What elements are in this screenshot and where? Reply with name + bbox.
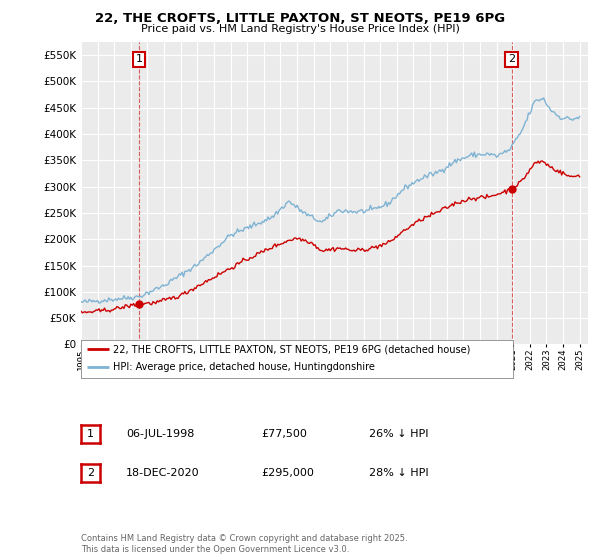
- Text: 28% ↓ HPI: 28% ↓ HPI: [369, 468, 428, 478]
- Text: 1: 1: [87, 429, 94, 439]
- Text: 18-DEC-2020: 18-DEC-2020: [126, 468, 200, 478]
- Text: Contains HM Land Registry data © Crown copyright and database right 2025.
This d: Contains HM Land Registry data © Crown c…: [81, 534, 407, 554]
- Text: 26% ↓ HPI: 26% ↓ HPI: [369, 429, 428, 439]
- Text: Price paid vs. HM Land Registry's House Price Index (HPI): Price paid vs. HM Land Registry's House …: [140, 24, 460, 34]
- Text: 1: 1: [136, 54, 143, 64]
- Text: HPI: Average price, detached house, Huntingdonshire: HPI: Average price, detached house, Hunt…: [113, 362, 375, 372]
- Text: 22, THE CROFTS, LITTLE PAXTON, ST NEOTS, PE19 6PG (detached house): 22, THE CROFTS, LITTLE PAXTON, ST NEOTS,…: [113, 344, 471, 354]
- Text: 2: 2: [87, 468, 94, 478]
- Text: £77,500: £77,500: [261, 429, 307, 439]
- Text: 22, THE CROFTS, LITTLE PAXTON, ST NEOTS, PE19 6PG: 22, THE CROFTS, LITTLE PAXTON, ST NEOTS,…: [95, 12, 505, 25]
- Text: 2: 2: [508, 54, 515, 64]
- Text: £295,000: £295,000: [261, 468, 314, 478]
- Text: 06-JUL-1998: 06-JUL-1998: [126, 429, 194, 439]
